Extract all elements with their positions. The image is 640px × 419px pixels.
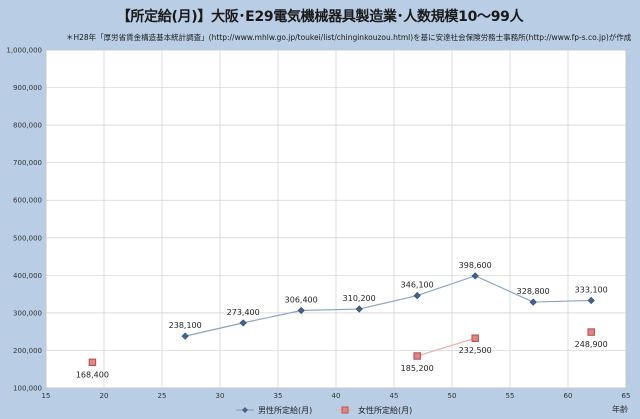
data-point bbox=[471, 334, 479, 342]
y-tick-label: 100,000 bbox=[13, 385, 42, 393]
y-tick-label: 500,000 bbox=[13, 234, 42, 242]
y-tick-label: 1,000,000 bbox=[6, 47, 42, 55]
data-point bbox=[181, 332, 189, 340]
data-label: 310,200 bbox=[343, 294, 376, 303]
legend-label: 男性所定給(月) bbox=[258, 405, 312, 415]
series-2: 168,400 185,200 232,500 248,900 bbox=[76, 328, 608, 379]
data-point bbox=[587, 296, 595, 305]
data-point bbox=[88, 358, 97, 367]
y-tick-label: 800,000 bbox=[13, 122, 42, 130]
data-label: 346,100 bbox=[401, 281, 434, 290]
y-tick-label: 400,000 bbox=[13, 272, 42, 280]
x-tick-label: 15 bbox=[42, 392, 51, 400]
x-tick-label: 65 bbox=[622, 392, 631, 400]
x-axis-label: 年齢 bbox=[612, 404, 628, 414]
legend-item-1: 男性所定給(月) bbox=[236, 405, 312, 415]
x-tick-label: 55 bbox=[506, 392, 515, 400]
data-label: 248,900 bbox=[575, 340, 608, 349]
x-tick-label: 45 bbox=[390, 392, 399, 400]
legend-item-2: 女性所定給(月) bbox=[336, 405, 412, 415]
x-tick-label: 25 bbox=[158, 392, 167, 400]
legend-marker bbox=[341, 406, 349, 414]
data-point bbox=[471, 272, 479, 280]
data-label: 273,400 bbox=[227, 308, 260, 317]
x-tick-label: 20 bbox=[100, 392, 109, 400]
x-tick-label: 60 bbox=[564, 392, 573, 400]
chart-subtitle: ＊H28年「厚労省賃金構造基本統計調査」(http://www.mhlw.go.… bbox=[66, 33, 632, 42]
x-tick-label: 40 bbox=[332, 392, 341, 400]
data-label: 328,800 bbox=[517, 287, 550, 296]
data-point bbox=[239, 319, 247, 327]
data-point bbox=[587, 328, 595, 336]
data-point bbox=[413, 291, 421, 300]
data-point bbox=[529, 298, 537, 306]
y-tick-label: 700,000 bbox=[13, 159, 42, 167]
data-point bbox=[355, 305, 363, 313]
data-label: 185,200 bbox=[401, 364, 434, 373]
data-label: 232,500 bbox=[459, 346, 492, 355]
data-label: 168,400 bbox=[76, 370, 109, 379]
data-point bbox=[297, 306, 305, 315]
series-line bbox=[185, 275, 592, 337]
y-tick-label: 200,000 bbox=[13, 347, 42, 355]
y-tick-label: 600,000 bbox=[13, 197, 42, 205]
x-tick-label: 35 bbox=[274, 392, 283, 400]
chart-title: 【所定給(月)】大阪･E29電気機械器具製造業･人数規模10～99人 bbox=[116, 9, 524, 25]
legend-marker bbox=[242, 407, 248, 413]
y-tick-label: 300,000 bbox=[13, 309, 42, 317]
data-label: 398,600 bbox=[459, 261, 492, 270]
data-label: 306,400 bbox=[285, 295, 318, 304]
x-tick-label: 30 bbox=[216, 392, 225, 400]
data-label: 238,100 bbox=[169, 321, 202, 330]
x-tick-label: 50 bbox=[448, 392, 457, 400]
series-1: 238,100 273,400 306,400 310,200 346,100 398,6… bbox=[169, 261, 608, 340]
series-line-segment bbox=[417, 337, 476, 357]
data-label: 333,100 bbox=[575, 285, 608, 294]
data-point bbox=[413, 352, 421, 360]
legend-label: 女性所定給(月) bbox=[358, 405, 412, 415]
y-tick-label: 900,000 bbox=[13, 84, 42, 92]
